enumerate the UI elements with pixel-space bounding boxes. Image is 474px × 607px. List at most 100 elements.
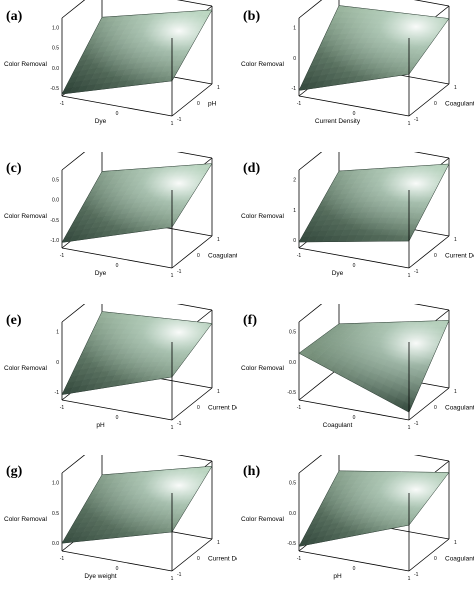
- z-tick-label: 0: [293, 56, 296, 62]
- x-tick-label: 0: [353, 263, 356, 269]
- y-tick-label: -1: [177, 421, 182, 427]
- box-edge: [61, 247, 173, 269]
- box-edge: [61, 303, 86, 322]
- x-tick-label: -1: [60, 556, 65, 562]
- y-tick-label: 1: [217, 540, 220, 546]
- box-edge: [408, 235, 450, 269]
- y-tick-label: 1: [217, 389, 220, 395]
- surface-panel: (a) Color Removal 1.0 0.5 0.0 -0.5 -1 0 1 Dye -1 0 1…: [0, 0, 237, 152]
- y-tick-label: 0: [197, 556, 200, 562]
- z-tick-label: -0.5: [50, 218, 59, 224]
- y-tick-label: 1: [454, 389, 457, 395]
- x-tick-label: 0: [353, 111, 356, 117]
- z-axis-title: Color Removal: [4, 516, 48, 523]
- y-axis-title: pH: [208, 100, 217, 107]
- x-tick-label: 0: [353, 415, 356, 421]
- z-tick-label: 0.0: [52, 197, 59, 203]
- y-tick-label: 0: [197, 101, 200, 107]
- z-tick-label: 0.5: [289, 481, 296, 487]
- z-tick-label: 1.0: [52, 481, 59, 487]
- y-tick-label: 0: [197, 405, 200, 411]
- y-tick-label: 1: [454, 540, 457, 546]
- y-tick-label: -1: [414, 572, 419, 578]
- surface-chart: (c) Color Removal 0.5 0.0 -0.5 -1.0 -1 0 1 Dye -1 0…: [4, 151, 237, 279]
- x-axis-title: Current Density: [315, 118, 361, 125]
- z-axis-title: Color Removal: [241, 61, 285, 68]
- x-axis-title: Dye: [332, 270, 344, 277]
- x-tick-label: -1: [297, 405, 302, 411]
- y-axis-title: Current Density: [208, 556, 237, 563]
- z-tick-label: -0.5: [50, 86, 59, 92]
- x-tick-label: 1: [408, 121, 411, 127]
- panel-label: (c): [6, 161, 22, 176]
- y-tick-label: -1: [177, 269, 182, 275]
- surface-panel: (d) Color Removal 2 1 0 -1 0 1 Dye -1 0 1 Current De…: [237, 151, 474, 304]
- x-tick-label: 1: [171, 273, 174, 279]
- z-tick-label: 0: [293, 238, 296, 244]
- y-axis-title: Current Density: [208, 404, 237, 411]
- box-edge: [61, 0, 86, 19]
- panel-label: (b): [243, 9, 260, 24]
- box-edge: [298, 247, 410, 269]
- surface-highlight: [61, 9, 213, 95]
- z-tick-label: 0.0: [52, 66, 59, 72]
- box-edge: [408, 387, 450, 420]
- x-tick-label: 1: [408, 273, 411, 279]
- x-tick-label: 0: [116, 566, 119, 572]
- box-edge: [298, 399, 410, 420]
- box-edge: [413, 303, 450, 310]
- surface-panel: (e) Color Removal 1 0 -1 -1 0 1 pH -1 0 1 Current De…: [0, 303, 237, 456]
- x-tick-label: -1: [297, 101, 302, 107]
- z-tick-label: -1: [292, 86, 297, 92]
- z-tick-label: 0.5: [52, 46, 59, 52]
- box-edge: [298, 455, 323, 474]
- z-tick-label: 0.5: [52, 511, 59, 517]
- box-edge: [61, 399, 173, 420]
- box-edge: [176, 0, 213, 7]
- y-tick-label: 1: [217, 237, 220, 243]
- box-edge: [171, 235, 213, 269]
- surface-highlight: [298, 5, 450, 91]
- y-tick-label: 1: [454, 237, 457, 243]
- box-edge: [298, 151, 323, 171]
- z-tick-label: 1.0: [52, 25, 59, 31]
- surface-panel: (h) Color Removal 0.5 0.0 -0.5 -1 0 1 pH -1 0 1 Coag…: [237, 455, 474, 607]
- x-tick-label: -1: [60, 405, 65, 411]
- surface-highlight: [298, 319, 450, 413]
- y-tick-label: -1: [177, 117, 182, 123]
- panel-label: (d): [243, 161, 260, 176]
- y-tick-label: -1: [414, 117, 419, 123]
- box-edge: [176, 455, 213, 462]
- box-edge: [298, 550, 410, 572]
- z-tick-label: 2: [293, 177, 296, 183]
- x-tick-label: 1: [171, 576, 174, 582]
- y-axis-title: Current Density: [445, 252, 474, 259]
- surface-panel: (b) Color Removal 1 0 -1 -1 0 1 Current Density -…: [237, 0, 474, 152]
- x-tick-label: -1: [60, 101, 65, 107]
- z-tick-label: -1.0: [50, 238, 59, 244]
- x-tick-label: 0: [116, 263, 119, 269]
- z-axis-title: Color Removal: [241, 516, 285, 523]
- box-edge: [176, 151, 213, 159]
- y-tick-label: 0: [434, 405, 437, 411]
- surface-chart: (d) Color Removal 2 1 0 -1 0 1 Dye -1 0 1 Current De…: [241, 151, 474, 279]
- box-edge: [298, 95, 410, 117]
- x-axis-title: Coagulant: [323, 422, 353, 429]
- z-tick-label: 0.5: [289, 329, 296, 335]
- panel-label: (h): [243, 464, 260, 479]
- surface-panel: (c) Color Removal 0.5 0.0 -0.5 -1.0 -1 0 1 Dye -1 0…: [0, 151, 237, 304]
- x-tick-label: 0: [116, 111, 119, 117]
- y-tick-label: 1: [454, 85, 457, 91]
- surface-highlight: [61, 163, 213, 243]
- y-tick-label: 0: [434, 556, 437, 562]
- y-tick-label: -1: [414, 421, 419, 427]
- surface-panel: (g) Color Removal 1.0 0.5 0.0 -1 0 1 Dye weight -…: [0, 455, 237, 607]
- surface-chart: (g) Color Removal 1.0 0.5 0.0 -1 0 1 Dye weight -…: [4, 455, 237, 582]
- box-edge: [408, 83, 450, 117]
- y-axis-title: Coagulant Dose: [445, 100, 474, 107]
- x-axis-title: Dye: [95, 118, 107, 125]
- box-edge: [413, 455, 450, 462]
- surface-chart: (b) Color Removal 1 0 -1 -1 0 1 Current Density -…: [241, 0, 474, 127]
- box-edge: [61, 550, 173, 572]
- surface-highlight: [61, 466, 213, 544]
